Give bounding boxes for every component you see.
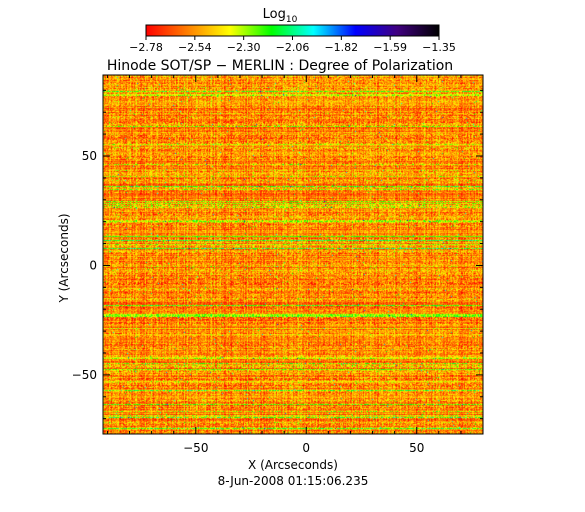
heatmap-plot xyxy=(102,74,484,435)
x-tick-label: 50 xyxy=(409,441,424,455)
colorbar-tick-label: −1.35 xyxy=(422,41,456,54)
x-tick-label: 0 xyxy=(302,441,310,455)
colorbar-tick-label: −2.30 xyxy=(227,41,261,54)
y-tick-label: −50 xyxy=(72,368,97,382)
timestamp: 8-Jun-2008 01:15:06.235 xyxy=(218,474,369,488)
colorbar-tick-label: −1.59 xyxy=(373,41,407,54)
colorbar-label-subscript: 10 xyxy=(286,15,298,25)
y-axis-label: Y (Arcseconds) xyxy=(57,213,71,303)
x-tick-label: −50 xyxy=(183,441,208,455)
axis-ticks: −50 0 50 −50 0 50 xyxy=(72,75,484,455)
colorbar-tick-label: −2.06 xyxy=(276,41,310,54)
x-axis-label: X (Arcseconds) xyxy=(248,458,338,472)
colorbar-tick-label: −2.78 xyxy=(129,41,163,54)
plot-frame xyxy=(102,74,484,435)
colorbar xyxy=(145,24,440,37)
colorbar-label: Log10 xyxy=(263,7,298,25)
y-tick-label: 50 xyxy=(82,149,97,163)
colorbar-tick-label: −1.82 xyxy=(324,41,358,54)
colorbar-tick-label: −2.54 xyxy=(178,41,212,54)
colorbar-label-text: Log xyxy=(263,7,286,22)
colorbar-ticks: −2.78 −2.54 −2.30 −2.06 −1.82 −1.59 −1.35 xyxy=(129,36,456,54)
y-tick-label: 0 xyxy=(89,258,97,272)
chart-title: Hinode SOT/SP − MERLIN : Degree of Polar… xyxy=(107,58,453,74)
